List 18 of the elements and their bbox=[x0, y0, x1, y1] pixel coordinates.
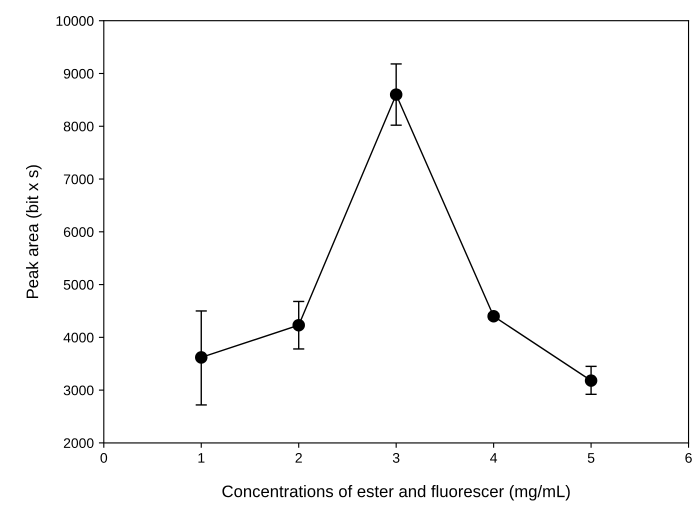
y-axis-title: Peak area (bit x s) bbox=[26, 165, 42, 298]
y-tick-label: 2000 bbox=[64, 438, 94, 448]
x-tick-label: 2 bbox=[296, 452, 302, 463]
x-tick-label: 3 bbox=[392, 452, 400, 463]
y-tick-label: 7000 bbox=[64, 174, 94, 184]
y-tick-label: 6000 bbox=[64, 227, 94, 237]
x-axis-title: Concentrations of ester and fluorescer (mg/mL) bbox=[222, 485, 570, 501]
x-tick-label: 4 bbox=[490, 453, 498, 463]
y-tick-label: 8000 bbox=[64, 122, 94, 132]
y-tick-label: 10000 bbox=[56, 16, 94, 26]
y-tick-label: 3000 bbox=[64, 385, 94, 396]
y-tick-label: 5000 bbox=[64, 280, 94, 290]
x-tick-label: 1 bbox=[198, 453, 204, 463]
x-tick-label: 0 bbox=[100, 452, 108, 463]
x-tick-label: 5 bbox=[588, 453, 594, 463]
y-tick-label: 9000 bbox=[64, 68, 94, 79]
y-tick-label: 4000 bbox=[64, 332, 94, 343]
x-tick-label: 6 bbox=[685, 452, 692, 463]
